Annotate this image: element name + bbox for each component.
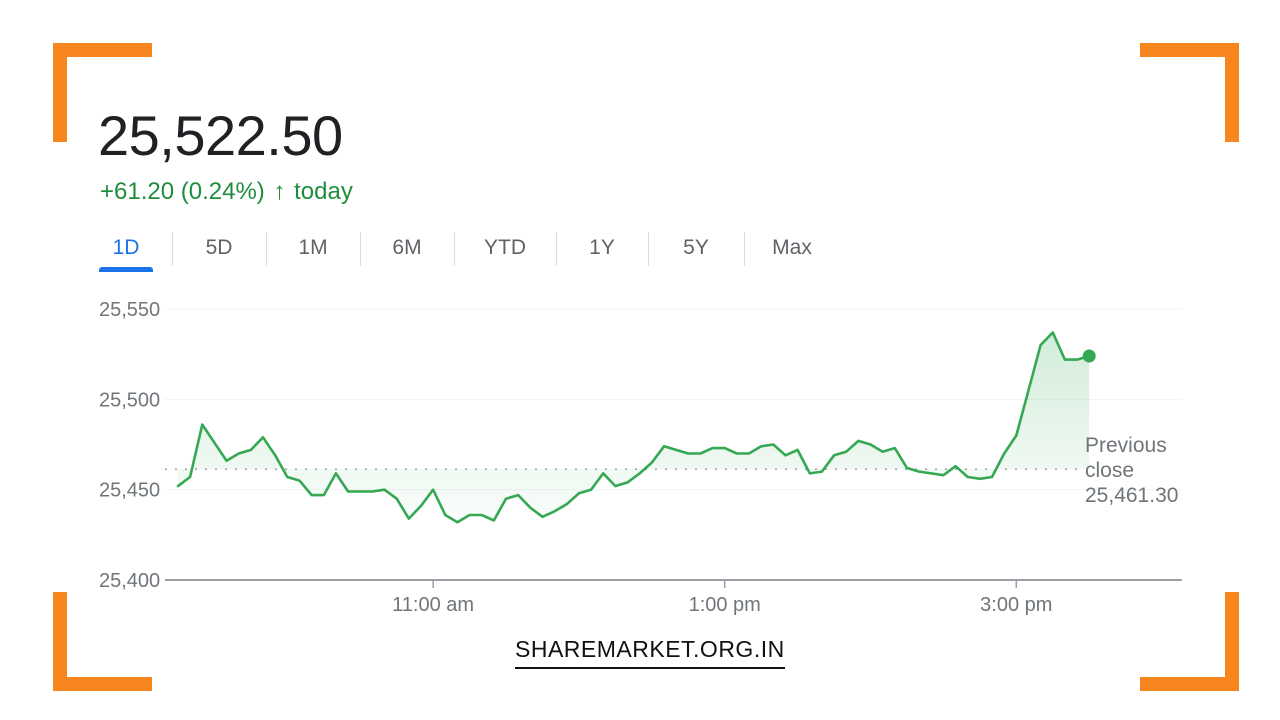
price-change: +61.20 (0.24%) ↑ today <box>100 178 353 206</box>
frame-corner-bottom-left <box>53 592 152 691</box>
tab-max[interactable]: Max <box>744 228 840 272</box>
previous-close-label: Previous <box>1085 434 1167 457</box>
frame-corner-top-left <box>53 43 152 142</box>
tab-1d[interactable]: 1D <box>80 228 172 272</box>
x-tick-label: 3:00 pm <box>980 594 1052 616</box>
series-area <box>178 332 1090 523</box>
frame-corner-top-right <box>1140 43 1239 142</box>
previous-close-label-2: close <box>1085 459 1134 482</box>
tab-1m[interactable]: 1M <box>266 228 360 272</box>
tab-5d[interactable]: 5D <box>172 228 266 272</box>
arrow-up-icon: ↑ <box>273 178 286 205</box>
change-period: today <box>294 178 353 205</box>
tab-ytd[interactable]: YTD <box>454 228 556 272</box>
tab-6m[interactable]: 6M <box>360 228 454 272</box>
x-tick-label: 11:00 am <box>392 594 474 616</box>
previous-close-value: 25,461.30 <box>1085 484 1178 507</box>
change-value: +61.20 (0.24%) <box>100 178 265 205</box>
tab-1y[interactable]: 1Y <box>556 228 648 272</box>
tab-5y[interactable]: 5Y <box>648 228 744 272</box>
y-tick-label: 25,400 <box>99 570 160 592</box>
watermark: SHAREMARKET.ORG.IN <box>515 636 785 669</box>
series-line <box>176 331 1091 524</box>
y-tick-label: 25,500 <box>99 389 160 411</box>
last-price-dot <box>1082 349 1096 363</box>
range-tabs: 1D 5D 1M 6M YTD 1Y 5Y Max <box>80 228 840 272</box>
frame-corner-bottom-right <box>1140 592 1239 691</box>
y-tick-label: 25,450 <box>99 480 160 502</box>
current-price: 25,522.50 <box>98 104 343 167</box>
x-tick-label: 1:00 pm <box>689 594 761 616</box>
y-tick-label: 25,550 <box>99 299 160 321</box>
